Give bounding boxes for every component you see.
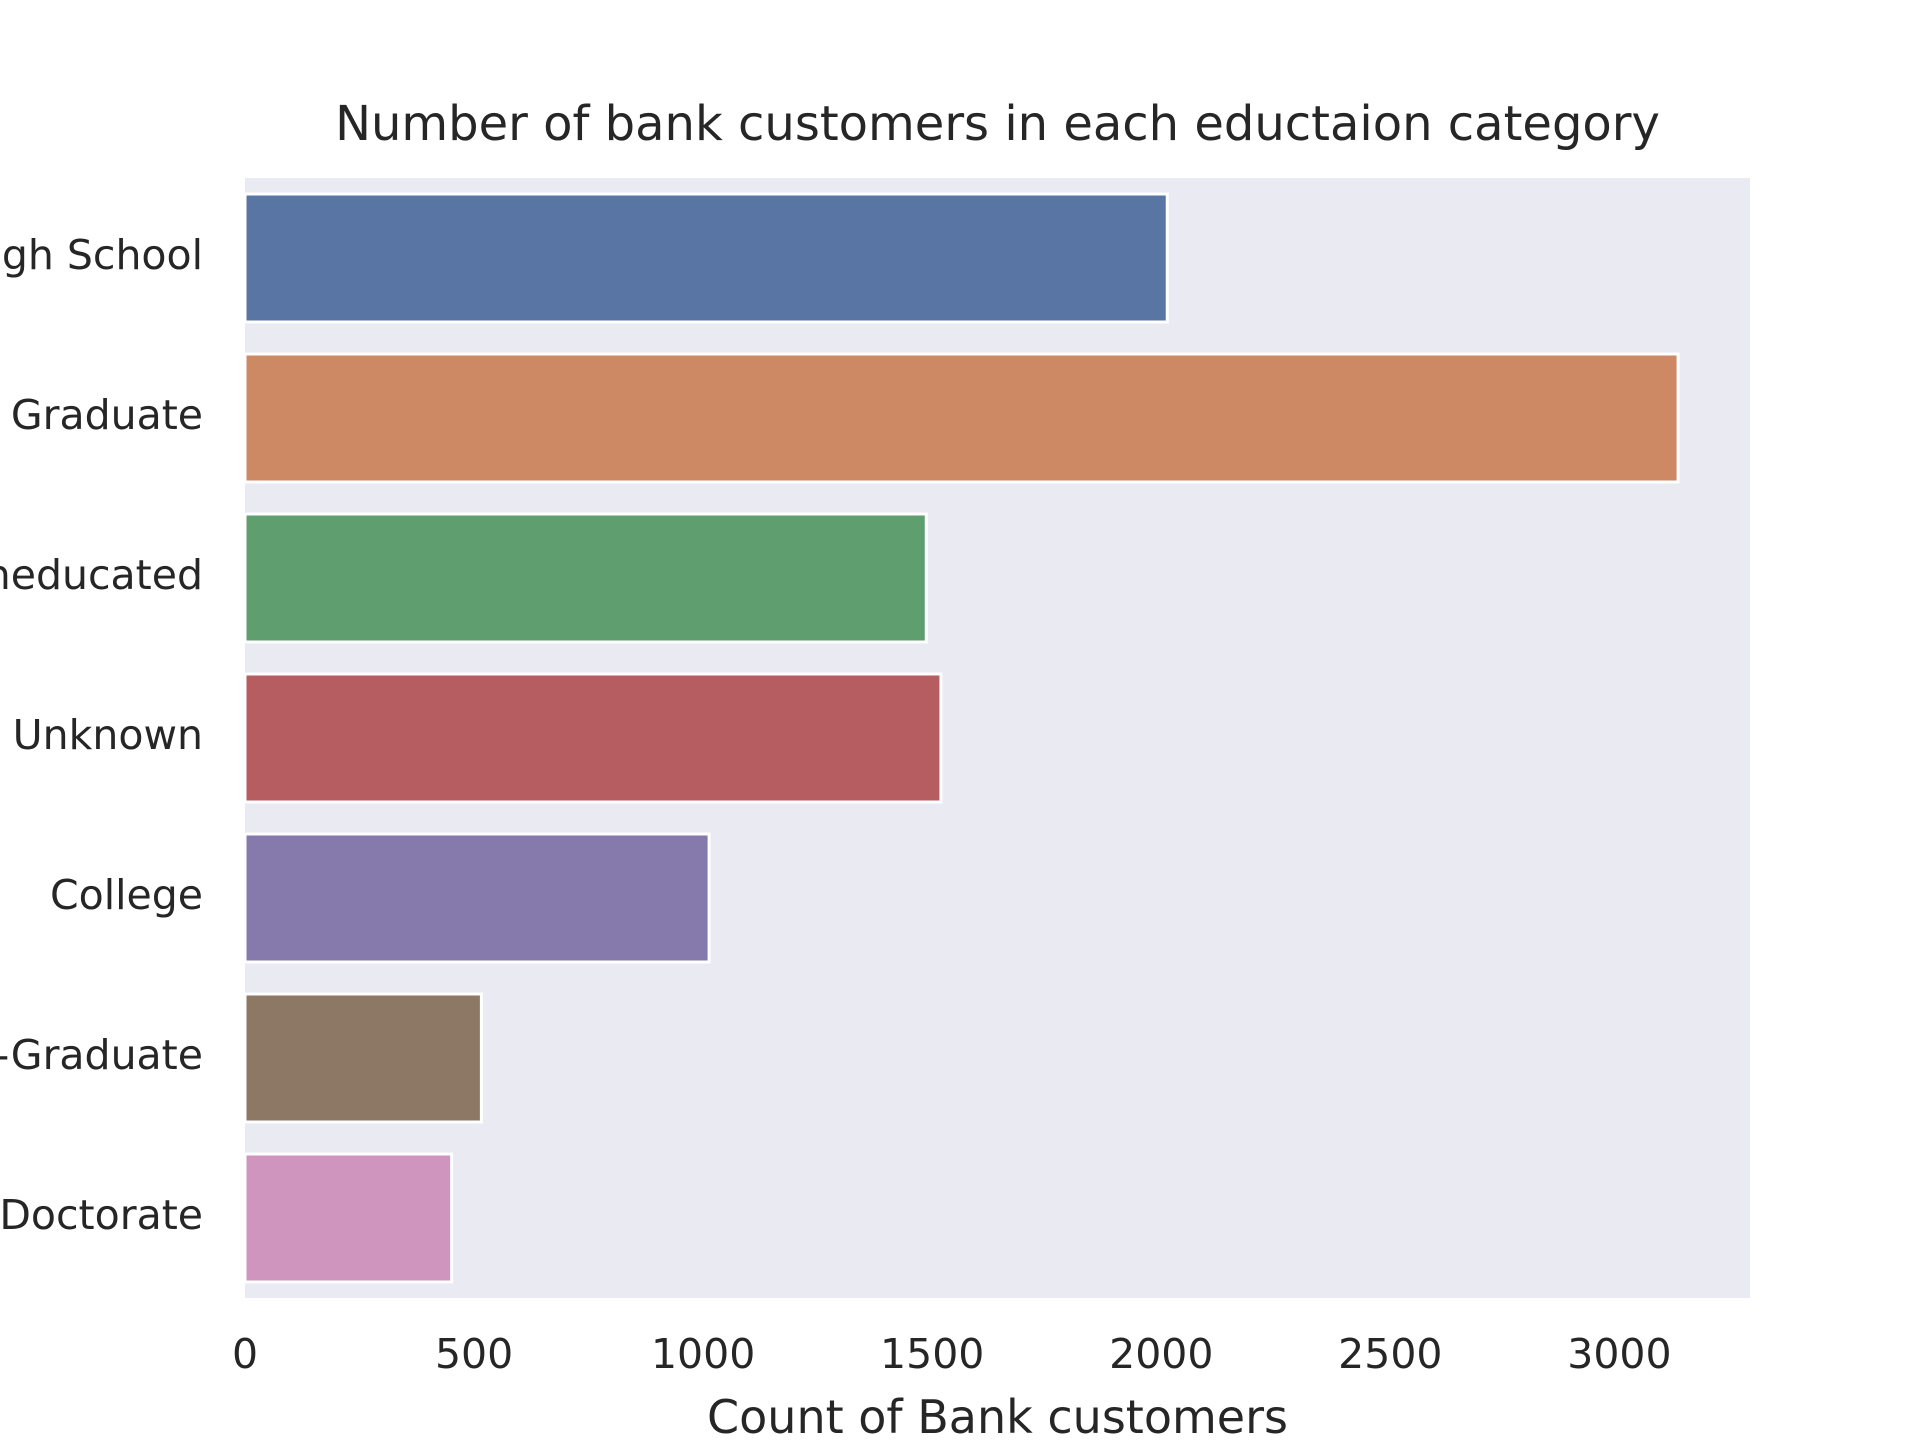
y-tick-label: Doctorate	[0, 1191, 203, 1239]
bar-college	[243, 832, 711, 964]
y-tick-label: Graduate	[11, 391, 203, 439]
bar-unknown	[243, 672, 943, 804]
y-tick-label: Post-Graduate	[0, 1031, 203, 1079]
x-tick-label: 2500	[1338, 1330, 1442, 1378]
bar-graduate	[243, 352, 1680, 484]
y-tick-label: Uneducated	[0, 551, 203, 599]
bar-uneducated	[243, 512, 928, 644]
y-tick-label: College	[50, 871, 203, 919]
x-tick-label: 1500	[880, 1330, 984, 1378]
x-tick-label: 0	[232, 1330, 258, 1378]
x-tick-label: 1000	[651, 1330, 755, 1378]
y-tick-label: High School	[0, 231, 203, 279]
bar-high-school	[243, 192, 1169, 324]
x-axis-label: Count of Bank customers	[707, 1390, 1288, 1440]
y-tick-label: Unknown	[13, 711, 203, 759]
y-tick-labels: High School Graduate Uneducated Unknown Coll…	[0, 231, 203, 1239]
bars-group	[243, 192, 1680, 1284]
x-tick-label: 500	[435, 1330, 513, 1378]
chart-title: Number of bank customers in each eductai…	[335, 96, 1660, 152]
bar-post-graduate	[243, 992, 483, 1124]
bar-doctorate	[243, 1152, 454, 1284]
x-tick-labels: 0 500 1000 1500 2000 2500 3000	[232, 1330, 1672, 1378]
x-tick-label: 2000	[1109, 1330, 1213, 1378]
x-tick-label: 3000	[1567, 1330, 1671, 1378]
